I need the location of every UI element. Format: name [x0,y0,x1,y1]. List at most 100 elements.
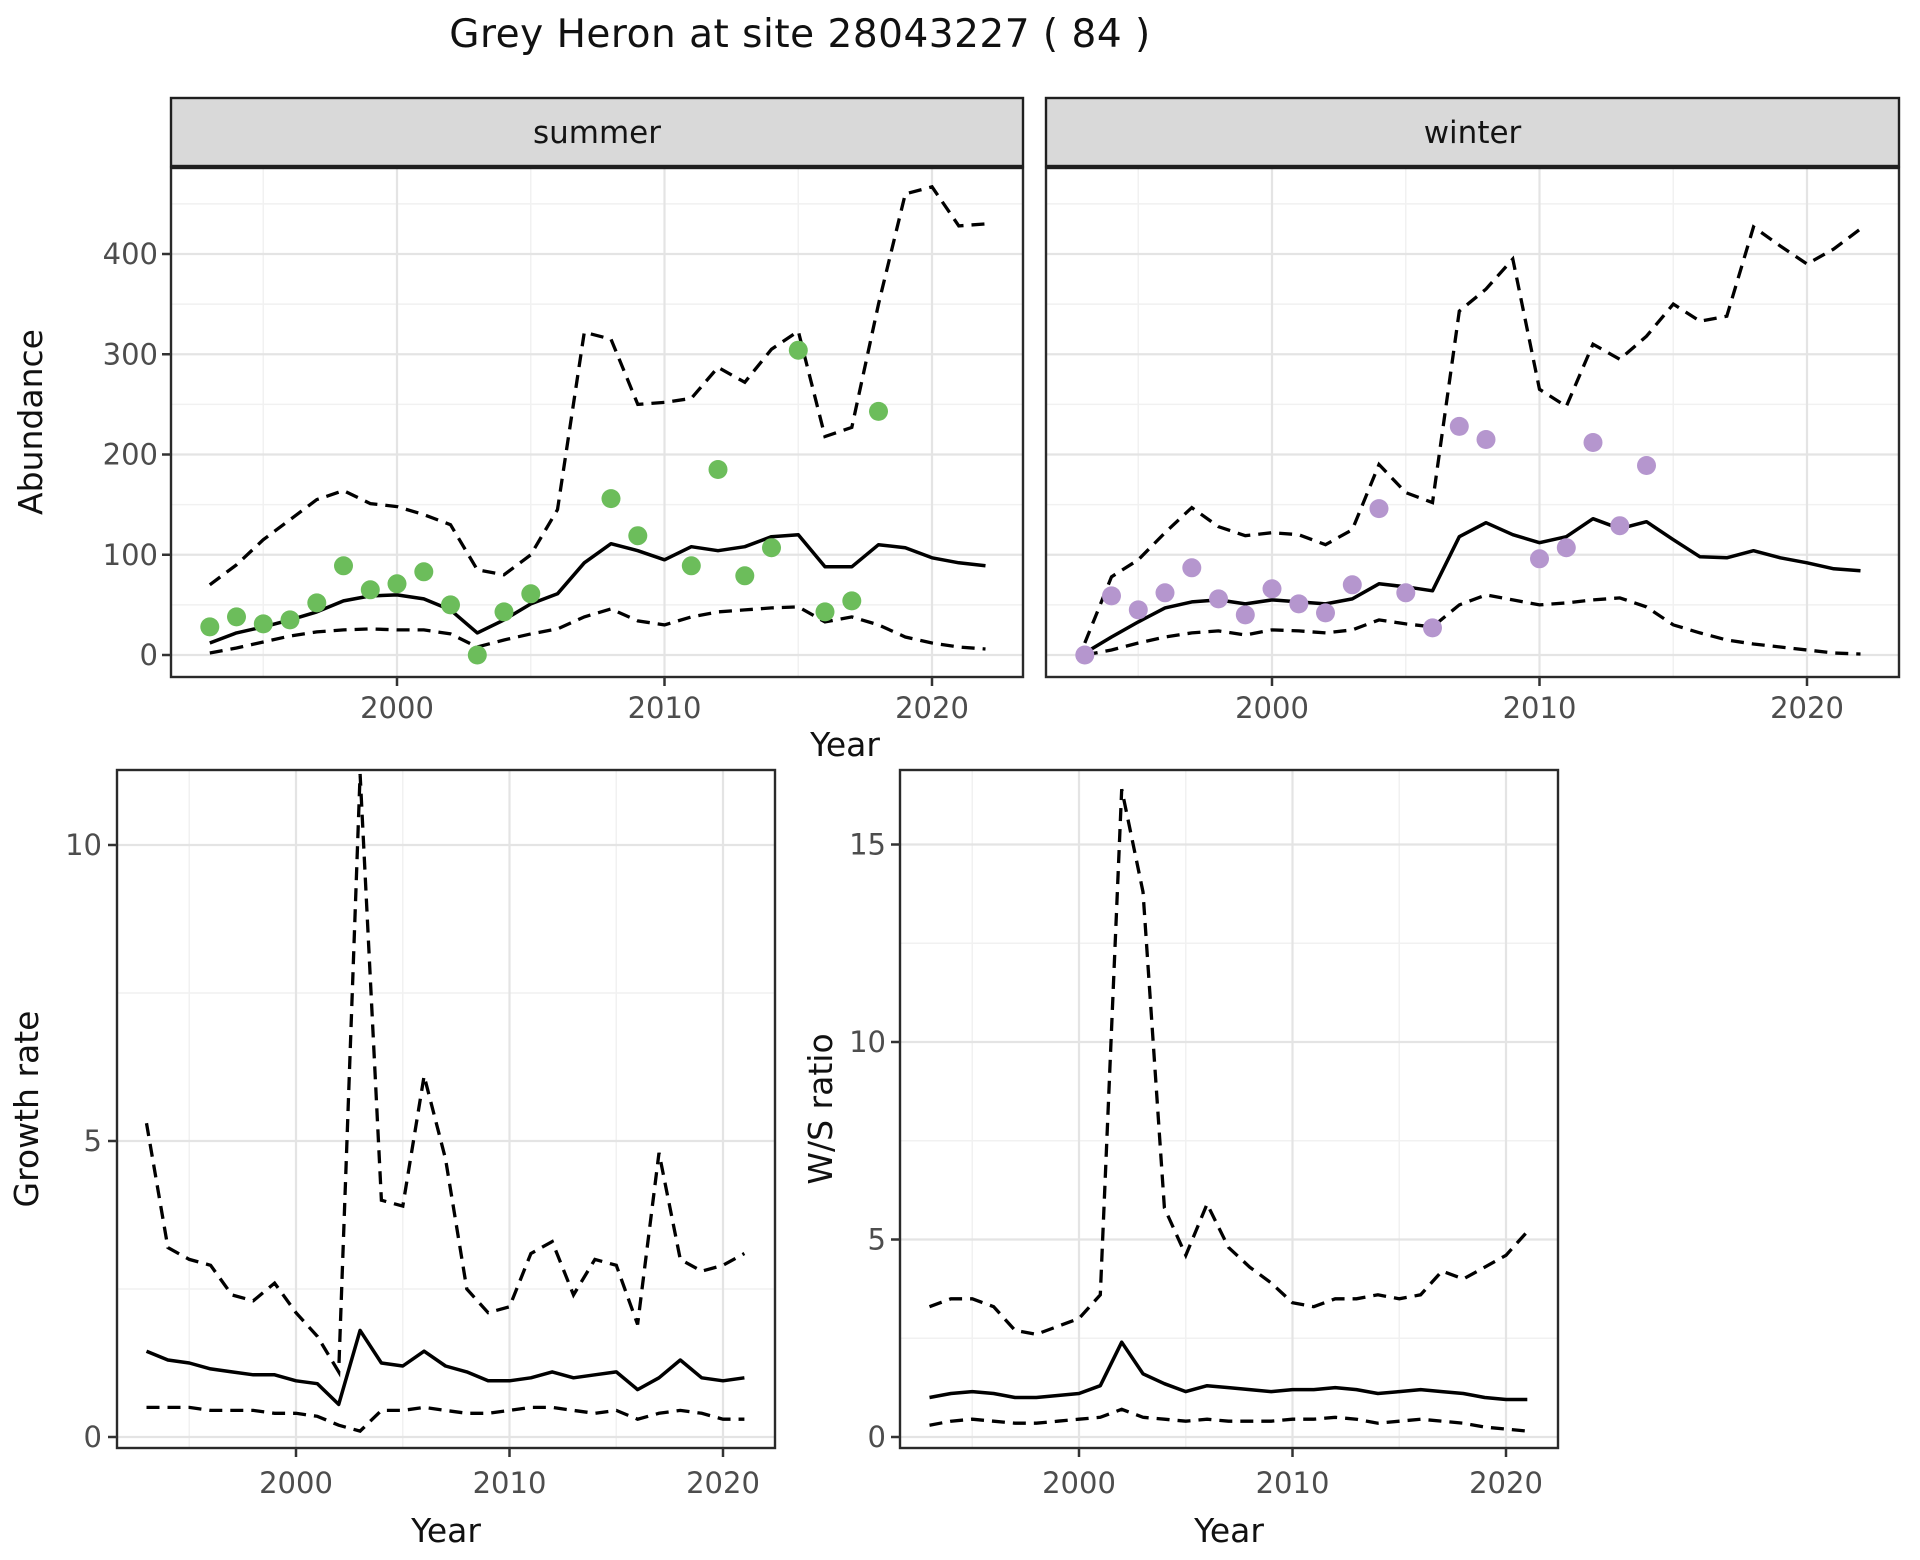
series-group [200,184,986,665]
observed-point [1209,589,1228,609]
observed-point [1583,433,1603,452]
panel-growth_rate: 2000 2010 2020 0 5 10 [65,768,777,1500]
x-tick-label: 2020 [1469,1466,1543,1500]
x-tick-label: 2020 [895,691,969,725]
y-tick-label: 400 [103,237,158,271]
observed-point [1316,603,1335,623]
observed-point [307,593,327,613]
x-tick-labels: 2000 2010 2020 [259,1448,760,1500]
observed-point [842,591,862,611]
facet-strip-summer: summer [169,96,1025,169]
y-axis-title-ws-ratio: W/S ratio [801,1033,840,1184]
observed-point [601,489,621,509]
y-tick-label: 0 [868,1420,886,1454]
observed-point [521,584,541,604]
facet-strip-label: winter [1424,115,1522,151]
gridlines [1046,168,1899,677]
observed-point [1155,583,1175,603]
lower-ci-line [146,1405,745,1433]
observed-point [280,610,300,630]
panel-abundance_summer: summer 2000 2010 2020 0 100 200 300 400 [103,96,1025,725]
observed-point [1182,558,1202,578]
x-tick-labels: 2000 2010 2020 [360,677,969,725]
observed-point [253,614,273,634]
y-tick-label: 200 [103,438,158,472]
y-tick-label: 300 [103,337,158,371]
observed-point [628,526,648,546]
x-tick-label: 2010 [1503,691,1577,725]
observed-point [1530,549,1549,569]
x-tick-label: 2000 [259,1466,333,1500]
fit-line [145,1328,745,1407]
x-tick-label: 2000 [360,691,434,725]
observed-point [1396,583,1416,603]
panel-abundance_winter: winter 2000 2010 2020 [1044,96,1901,725]
observed-point [387,574,407,594]
observed-point [1075,645,1095,665]
fit-line [929,1340,1528,1402]
observed-point [200,617,220,637]
facet-strip-label: summer [533,115,661,151]
observed-point [467,645,487,665]
x-axis-title-year-top: Year [809,725,880,764]
y-tick-label: 10 [849,1025,886,1059]
x-tick-label: 2000 [1235,691,1309,725]
x-tick-label: 2010 [628,691,702,725]
series-group [144,773,746,1433]
observed-point [1476,430,1496,449]
observed-point [334,556,353,576]
x-tick-labels: 2000 2010 2020 [1042,1448,1543,1500]
y-axis-title-abundance: Abundance [11,329,50,515]
y-tick-labels: 0 5 10 15 [849,828,900,1454]
panel-border [115,768,777,1450]
panel-background [171,168,1023,677]
panel-background [1046,168,1899,677]
observed-point [1262,579,1282,599]
observed-point [708,460,728,479]
y-tick-label: 0 [84,1420,102,1454]
panel-background [117,770,775,1448]
observed-point [869,401,888,421]
lower-ci-line [1084,593,1861,657]
y-tick-labels: 0 100 200 300 400 [103,237,171,672]
x-tick-label: 2000 [1042,1466,1116,1500]
observed-point [360,580,380,600]
upper-ci-line [144,773,746,1378]
panel-border [898,768,1560,1450]
x-axis-title-year-bottom-left: Year [410,1511,481,1550]
observed-point [1369,499,1389,519]
observed-point [227,607,246,627]
observed-point [1423,618,1442,638]
observed-point [762,538,781,558]
observed-point [1342,575,1362,595]
observed-point [441,595,460,615]
observed-point [1449,416,1469,436]
observed-point [1556,538,1576,558]
chart-title: Grey Heron at site 28043227 ( 84 ) [449,12,1151,57]
observed-point [1235,605,1255,625]
observed-point [681,556,701,576]
panel-background [900,770,1558,1448]
x-axis-title-year-bottom-right: Year [1193,1511,1264,1550]
upper-ci-line [208,184,986,587]
observed-point [494,602,514,622]
observed-point [1637,456,1656,475]
facet-strip-winter: winter [1044,96,1901,169]
upper-ci-line [928,788,1529,1337]
observed-point [735,566,755,586]
x-tick-labels: 2000 2010 2020 [1235,677,1844,725]
series-group [1075,224,1862,665]
y-tick-label: 100 [103,538,158,572]
series-group [928,788,1529,1433]
observed-point [815,602,835,622]
upper-ci-line [1083,224,1862,644]
y-tick-label: 0 [140,638,158,672]
y-tick-label: 10 [65,828,102,862]
y-tick-labels: 0 5 10 [65,828,117,1454]
gridlines [900,770,1558,1448]
y-tick-label: 15 [849,828,886,862]
y-axis-title-growth-rate: Growth rate [7,1011,46,1208]
observed-point [1289,594,1309,614]
